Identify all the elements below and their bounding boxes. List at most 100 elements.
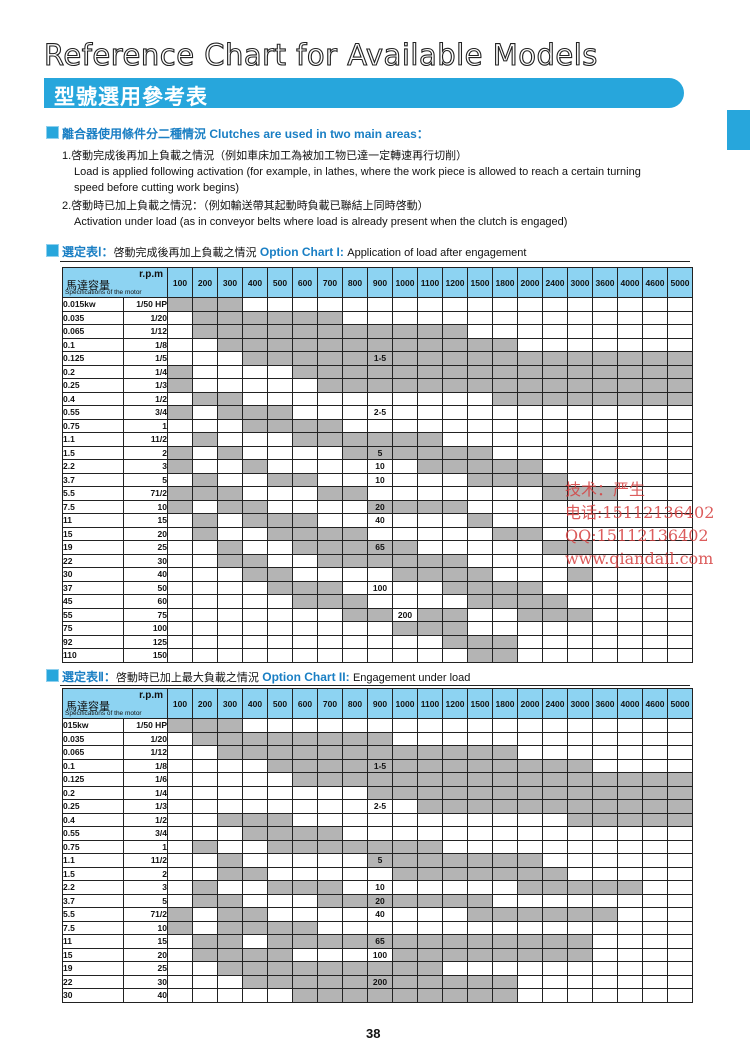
empty-cell <box>167 513 193 528</box>
empty-cell <box>342 853 368 868</box>
shaded-cell <box>317 432 343 447</box>
shaded-cell <box>642 799 668 814</box>
empty-cell <box>267 648 293 663</box>
shaded-cell <box>417 758 443 773</box>
shaded-cell <box>292 758 318 773</box>
shaded-cell <box>417 378 443 393</box>
empty-cell <box>292 391 318 406</box>
empty-cell <box>442 812 468 827</box>
empty-cell <box>667 621 693 636</box>
shaded-cell <box>267 826 293 841</box>
shaded-cell <box>492 459 518 474</box>
table-row: 0.065 1/12 <box>62 745 693 760</box>
empty-cell <box>367 567 393 582</box>
shaded-cell <box>492 745 518 760</box>
hp-cell: 60 <box>123 594 168 609</box>
shaded-cell <box>192 731 218 746</box>
empty-cell <box>517 486 543 501</box>
empty-cell <box>542 553 568 568</box>
shaded-cell <box>417 785 443 800</box>
empty-cell <box>242 934 268 949</box>
empty-cell <box>617 337 643 352</box>
shaded-cell <box>492 758 518 773</box>
empty-cell <box>617 594 643 609</box>
shaded-cell <box>442 459 468 474</box>
shaded-cell <box>267 472 293 487</box>
shaded-cell: 1-5 <box>367 758 393 773</box>
empty-cell <box>167 432 193 447</box>
shaded-cell <box>492 648 518 663</box>
shaded-cell <box>517 880 543 895</box>
empty-cell <box>292 499 318 514</box>
table-row: 15 20 <box>62 526 693 541</box>
empty-cell <box>567 893 593 908</box>
empty-cell <box>367 920 393 935</box>
empty-cell <box>317 297 343 312</box>
page-title: Reference Chart for Available Models <box>43 37 598 72</box>
empty-cell <box>642 405 668 420</box>
empty-cell <box>442 826 468 841</box>
empty-cell <box>542 310 568 325</box>
kw-cell: 0.1 <box>62 337 124 352</box>
rpm-column-header: 1000 <box>392 688 418 719</box>
shaded-cell <box>517 607 543 622</box>
empty-cell <box>617 297 643 312</box>
shaded-cell <box>267 567 293 582</box>
shaded-cell <box>517 758 543 773</box>
shaded-cell <box>192 324 218 339</box>
empty-cell <box>542 961 568 976</box>
table-row: 7.5 10 <box>62 920 693 935</box>
shaded-cell <box>317 553 343 568</box>
shaded-cell <box>217 310 243 325</box>
empty-cell <box>467 324 493 339</box>
shaded-cell <box>442 758 468 773</box>
shaded-cell <box>417 866 443 881</box>
hp-cell: 125 <box>123 634 168 649</box>
shaded-cell <box>492 866 518 881</box>
empty-cell <box>517 634 543 649</box>
shaded-cell <box>392 839 418 854</box>
empty-cell <box>592 324 618 339</box>
table-row: 0.55 3/4 <box>62 826 693 841</box>
empty-cell <box>542 826 568 841</box>
empty-cell <box>617 580 643 595</box>
empty-cell <box>267 445 293 460</box>
shaded-cell <box>342 540 368 555</box>
rpm-column-header: 2000 <box>517 267 543 298</box>
empty-cell <box>517 405 543 420</box>
empty-cell <box>442 513 468 528</box>
shaded-cell <box>192 297 218 312</box>
table-row: 1.5 2 5 <box>62 445 693 460</box>
kw-cell: 1.1 <box>62 432 124 447</box>
shaded-cell <box>242 745 268 760</box>
shaded-cell <box>567 934 593 949</box>
empty-cell <box>467 839 493 854</box>
empty-cell <box>267 391 293 406</box>
empty-cell <box>492 324 518 339</box>
empty-cell <box>592 634 618 649</box>
empty-cell <box>192 648 218 663</box>
empty-cell <box>192 499 218 514</box>
empty-cell <box>642 459 668 474</box>
empty-cell <box>442 432 468 447</box>
empty-cell <box>317 459 343 474</box>
empty-cell <box>592 974 618 989</box>
table-row: 0.035 1/20 <box>62 731 693 746</box>
empty-cell <box>642 310 668 325</box>
empty-cell: 10 <box>367 472 393 487</box>
empty-cell <box>167 731 193 746</box>
empty-cell <box>467 391 493 406</box>
shaded-cell <box>292 513 318 528</box>
kw-cell: 37 <box>62 580 124 595</box>
shaded-cell <box>292 364 318 379</box>
shaded-cell <box>492 634 518 649</box>
shaded-cell <box>217 961 243 976</box>
shaded-cell <box>442 364 468 379</box>
kw-cell: 11 <box>62 513 124 528</box>
shaded-cell <box>667 351 693 366</box>
empty-cell <box>542 621 568 636</box>
intro-heading-zh: 離合器使用條件分二種情況 <box>62 127 207 141</box>
shaded-cell <box>267 351 293 366</box>
kw-cell: 2.2 <box>62 459 124 474</box>
empty-cell <box>242 621 268 636</box>
